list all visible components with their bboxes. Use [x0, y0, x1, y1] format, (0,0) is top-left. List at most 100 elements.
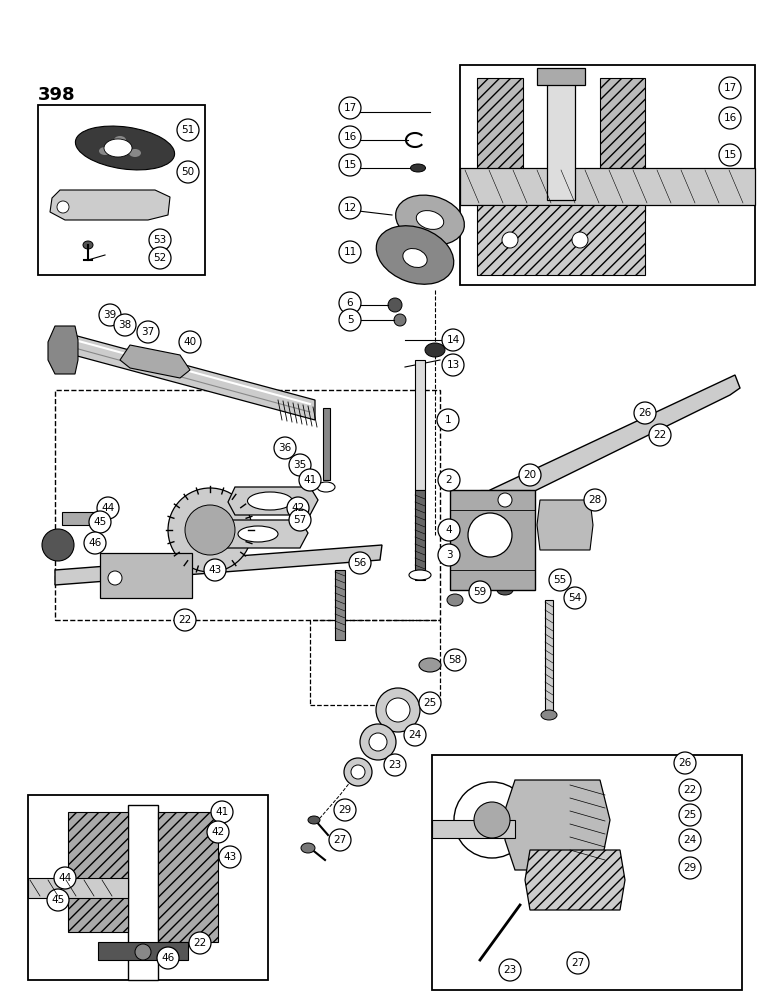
Ellipse shape	[541, 710, 557, 720]
Circle shape	[185, 505, 235, 555]
Text: 42: 42	[212, 827, 225, 837]
Text: 27: 27	[334, 835, 347, 845]
Ellipse shape	[376, 226, 454, 284]
Polygon shape	[477, 78, 523, 175]
Text: 11: 11	[344, 247, 357, 257]
Circle shape	[54, 867, 76, 889]
Polygon shape	[128, 805, 158, 980]
Text: 50: 50	[181, 167, 195, 177]
Text: 22: 22	[193, 938, 207, 948]
Text: 53: 53	[154, 235, 167, 245]
Circle shape	[564, 587, 586, 609]
Circle shape	[89, 511, 111, 533]
Text: 42: 42	[291, 503, 305, 513]
Ellipse shape	[308, 816, 320, 824]
Polygon shape	[415, 490, 425, 580]
Circle shape	[344, 758, 372, 786]
Polygon shape	[62, 512, 95, 525]
Circle shape	[334, 799, 356, 821]
Circle shape	[177, 119, 199, 141]
Text: 16: 16	[723, 113, 736, 123]
Circle shape	[572, 232, 588, 248]
Text: 2: 2	[445, 475, 452, 485]
Polygon shape	[28, 878, 128, 898]
Circle shape	[179, 331, 201, 353]
Circle shape	[114, 314, 136, 336]
Circle shape	[567, 952, 589, 974]
Circle shape	[108, 571, 122, 585]
Circle shape	[444, 649, 466, 671]
Text: 29: 29	[683, 863, 696, 873]
Circle shape	[204, 559, 226, 581]
Polygon shape	[525, 850, 625, 910]
Circle shape	[438, 544, 460, 566]
Circle shape	[339, 97, 361, 119]
Circle shape	[719, 144, 741, 166]
Ellipse shape	[104, 139, 132, 157]
Circle shape	[394, 314, 406, 326]
Polygon shape	[460, 168, 755, 205]
Text: 14: 14	[446, 335, 459, 345]
Text: 22: 22	[683, 785, 696, 795]
Polygon shape	[68, 812, 128, 932]
Ellipse shape	[419, 658, 441, 672]
Circle shape	[351, 765, 365, 779]
Ellipse shape	[447, 594, 463, 606]
Circle shape	[437, 409, 459, 431]
Text: 41: 41	[303, 475, 317, 485]
Text: 398: 398	[38, 86, 76, 104]
Polygon shape	[228, 487, 318, 515]
Polygon shape	[335, 570, 345, 640]
Text: 22: 22	[653, 430, 667, 440]
Ellipse shape	[411, 164, 425, 172]
Text: 56: 56	[354, 558, 367, 568]
Text: 15: 15	[723, 150, 736, 160]
Text: 25: 25	[683, 810, 696, 820]
Circle shape	[47, 889, 69, 911]
Polygon shape	[505, 780, 610, 870]
Circle shape	[207, 821, 229, 843]
Ellipse shape	[114, 136, 126, 144]
Circle shape	[149, 229, 171, 251]
Text: 23: 23	[503, 965, 516, 975]
Bar	[55, 390, 440, 620]
Circle shape	[679, 779, 701, 801]
Circle shape	[376, 688, 420, 732]
Circle shape	[135, 944, 151, 960]
Text: 3: 3	[445, 550, 452, 560]
Circle shape	[349, 552, 371, 574]
Text: 12: 12	[344, 203, 357, 213]
Circle shape	[289, 454, 311, 476]
Circle shape	[442, 329, 464, 351]
Text: 1: 1	[445, 415, 452, 425]
Bar	[460, 65, 755, 285]
Text: 59: 59	[473, 587, 486, 597]
Circle shape	[519, 464, 541, 486]
Text: 20: 20	[523, 470, 537, 480]
Text: 58: 58	[449, 655, 462, 665]
Polygon shape	[432, 820, 515, 838]
Circle shape	[442, 354, 464, 376]
Circle shape	[384, 754, 406, 776]
Circle shape	[42, 529, 74, 561]
Circle shape	[679, 804, 701, 826]
Text: 43: 43	[208, 565, 222, 575]
Polygon shape	[158, 812, 218, 942]
Circle shape	[57, 201, 69, 213]
Text: 43: 43	[223, 852, 237, 862]
Text: 37: 37	[141, 327, 154, 337]
Ellipse shape	[425, 343, 445, 357]
Text: 35: 35	[293, 460, 306, 470]
Circle shape	[168, 488, 252, 572]
Circle shape	[438, 519, 460, 541]
Circle shape	[404, 724, 426, 746]
Polygon shape	[450, 490, 535, 590]
Text: 40: 40	[184, 337, 197, 347]
Circle shape	[177, 161, 199, 183]
Circle shape	[679, 829, 701, 851]
Circle shape	[211, 801, 233, 823]
Text: 52: 52	[154, 253, 167, 263]
Text: 55: 55	[554, 575, 567, 585]
Circle shape	[219, 846, 241, 868]
Circle shape	[339, 241, 361, 263]
